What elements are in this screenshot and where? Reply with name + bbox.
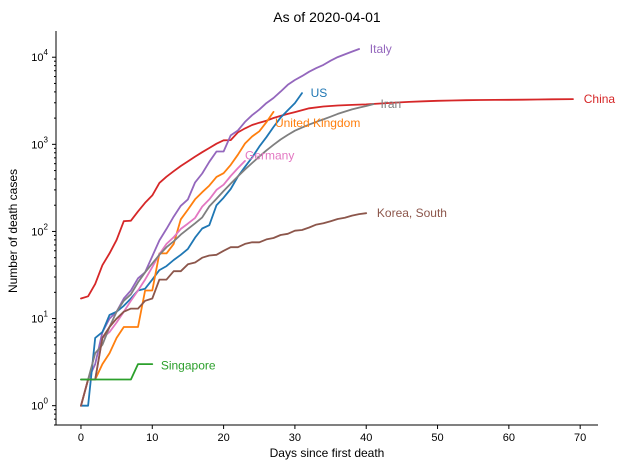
- series-line-china: [80, 98, 574, 300]
- series-line-singapore: [80, 363, 154, 381]
- series-line-germany: [80, 159, 246, 407]
- x-tick-label: 40: [360, 432, 372, 444]
- x-axis-title: Days since first death: [270, 446, 385, 460]
- series-line-korea-south: [80, 212, 368, 407]
- series-line-iran: [80, 103, 375, 381]
- x-tick-label: 0: [78, 432, 84, 444]
- y-tick-label: 103: [31, 135, 48, 151]
- x-tick-label: 50: [431, 432, 443, 444]
- series-layer: [80, 48, 574, 407]
- series-label-italy: Italy: [370, 42, 392, 56]
- series-labels: China Italy US United Kingdom Germany Iran Kor…: [161, 42, 616, 372]
- x-tick-label: 30: [289, 432, 301, 444]
- x-tick-label: 70: [574, 432, 586, 444]
- series-label-us: US: [311, 86, 328, 100]
- series-label-iran: Iran: [380, 97, 401, 111]
- y-tick-label: 104: [31, 48, 48, 64]
- y-axis-title: Number of death cases: [6, 169, 20, 293]
- y-tick-label: 102: [31, 222, 48, 238]
- series-line-italy: [80, 48, 361, 407]
- series-label-united-kingdom: United Kingdom: [275, 116, 360, 130]
- series-line-united-kingdom: [80, 111, 275, 407]
- series-label-germany: Germany: [245, 149, 294, 163]
- y-tick-label: 100: [31, 397, 48, 413]
- series-label-china: China: [584, 92, 616, 106]
- series-label-korea-south: Korea, South: [377, 206, 447, 220]
- series-label-singapore: Singapore: [161, 358, 216, 372]
- x-tick-label: 20: [217, 432, 229, 444]
- y-tick-label: 101: [31, 310, 48, 326]
- x-tick-label: 10: [146, 432, 158, 444]
- chart-title: As of 2020-04-01: [273, 9, 381, 25]
- x-tick-label: 60: [503, 432, 515, 444]
